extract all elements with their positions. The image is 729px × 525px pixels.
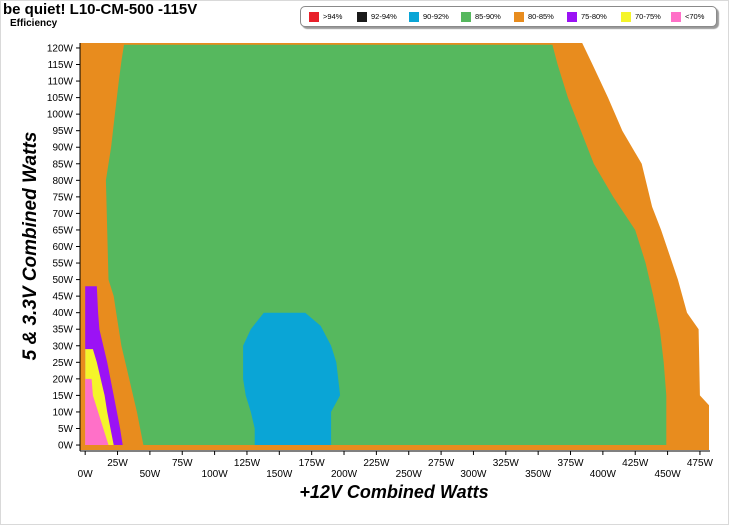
legend-label: <70% bbox=[685, 12, 705, 21]
x-tick-label: 75W bbox=[172, 458, 193, 469]
x-tick-label: 300W bbox=[460, 469, 487, 480]
x-tick-label: 125W bbox=[234, 458, 261, 469]
y-tick-label: 0W bbox=[58, 441, 74, 452]
legend-item: 90-92% bbox=[409, 7, 449, 26]
legend-label: 70-75% bbox=[635, 12, 661, 21]
y-tick-label: 105W bbox=[47, 93, 74, 104]
legend-item: 92-94% bbox=[357, 7, 397, 26]
y-tick-label: 65W bbox=[52, 225, 73, 236]
x-tick-label: 25W bbox=[107, 458, 128, 469]
y-tick-label: 85W bbox=[52, 159, 73, 170]
y-tick-label: 60W bbox=[52, 242, 73, 253]
x-tick-label: 325W bbox=[493, 458, 520, 469]
y-tick-label: 40W bbox=[52, 308, 73, 319]
y-tick-label: 90W bbox=[52, 143, 73, 154]
y-tick-label: 10W bbox=[52, 407, 73, 418]
legend-swatch bbox=[461, 11, 471, 22]
x-tick-label: 200W bbox=[331, 469, 358, 480]
y-tick-label: 120W bbox=[47, 43, 74, 54]
x-tick-label: 275W bbox=[428, 458, 455, 469]
legend-swatch bbox=[514, 11, 524, 22]
y-tick-label: 45W bbox=[52, 292, 73, 303]
x-tick-label: 400W bbox=[590, 469, 617, 480]
x-tick-label: 425W bbox=[622, 458, 649, 469]
legend-item: 85-90% bbox=[461, 7, 501, 26]
y-tick-label: 15W bbox=[52, 391, 73, 402]
legend-item: 75-80% bbox=[567, 7, 607, 26]
legend-item: >94% bbox=[309, 7, 342, 26]
legend-label: 85-90% bbox=[475, 12, 501, 21]
x-tick-label: 375W bbox=[557, 458, 584, 469]
legend-label: 80-85% bbox=[528, 12, 554, 21]
y-tick-label: 95W bbox=[52, 126, 73, 137]
legend-item: 80-85% bbox=[514, 7, 554, 26]
legend-swatch bbox=[409, 11, 419, 22]
x-axis-label: +12V Combined Watts bbox=[299, 482, 489, 502]
x-tick-label: 450W bbox=[655, 469, 682, 480]
y-tick-label: 100W bbox=[47, 110, 74, 121]
chart-subtitle: Efficiency bbox=[10, 18, 58, 29]
y-tick-label: 80W bbox=[52, 176, 73, 187]
legend: >94% 92-94% 90-92% 85-90% 80-85% 75-80% 70-75%… bbox=[300, 6, 717, 27]
y-tick-label: 115W bbox=[48, 60, 74, 71]
x-tick-label: 100W bbox=[202, 469, 229, 480]
legend-item: 70-75% bbox=[621, 7, 661, 26]
legend-label: >94% bbox=[323, 12, 343, 21]
y-tick-label: 30W bbox=[52, 341, 73, 352]
y-tick-label: 5W bbox=[58, 424, 74, 435]
x-tick-label: 475W bbox=[687, 458, 714, 469]
y-tick-label: 25W bbox=[52, 358, 73, 369]
x-tick-label: 0W bbox=[78, 469, 94, 480]
y-tick-label: 55W bbox=[52, 259, 73, 270]
legend-item: <70% bbox=[671, 7, 704, 26]
x-tick-label: 350W bbox=[525, 469, 552, 480]
x-tick-label: 175W bbox=[299, 458, 326, 469]
y-tick-label: 70W bbox=[52, 209, 73, 220]
legend-label: 90-92% bbox=[423, 12, 449, 21]
y-tick-label: 75W bbox=[52, 192, 73, 203]
chart-title: be quiet! L10-CM-500 -115V bbox=[3, 1, 198, 18]
legend-swatch bbox=[357, 11, 367, 22]
legend-label: 92-94% bbox=[371, 12, 397, 21]
band-90-92 bbox=[243, 312, 341, 445]
x-tick-label: 50W bbox=[140, 469, 161, 480]
x-tick-label: 150W bbox=[266, 469, 293, 480]
x-tick-label: 250W bbox=[396, 469, 423, 480]
y-axis-label: 5 & 3.3V Combined Watts bbox=[20, 131, 41, 361]
legend-swatch bbox=[309, 11, 319, 22]
legend-swatch bbox=[671, 11, 681, 22]
x-tick-label: 225W bbox=[363, 458, 390, 469]
y-tick-label: 35W bbox=[52, 325, 73, 336]
legend-label: 75-80% bbox=[581, 12, 607, 21]
y-tick-label: 110W bbox=[48, 77, 74, 88]
legend-swatch bbox=[621, 11, 631, 22]
band-lt70 bbox=[85, 378, 109, 445]
y-tick-label: 20W bbox=[52, 374, 73, 385]
legend-swatch bbox=[567, 11, 577, 22]
y-tick-label: 50W bbox=[52, 275, 73, 286]
